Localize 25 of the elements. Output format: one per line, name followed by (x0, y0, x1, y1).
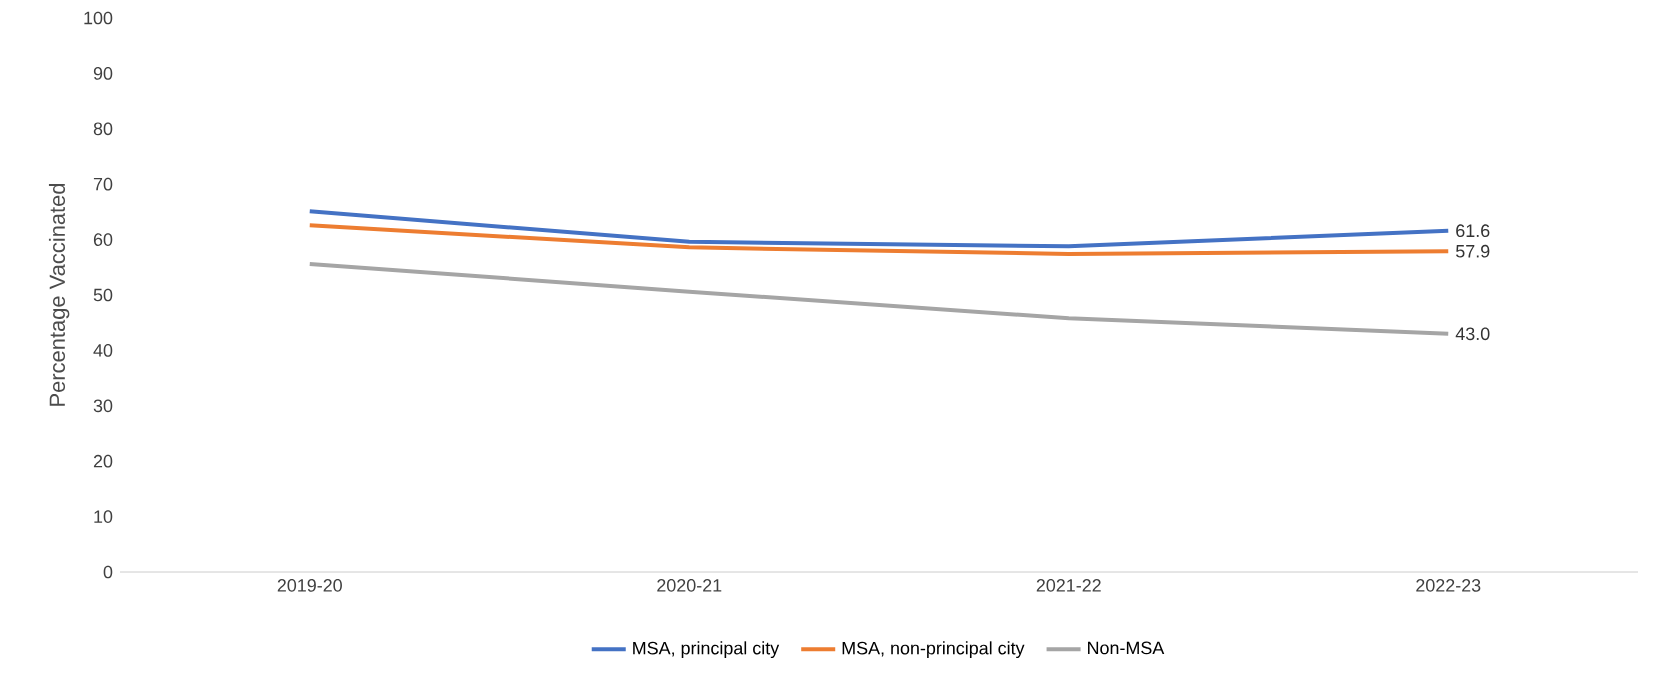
x-tick-label: 2021-22 (1036, 579, 1101, 592)
y-tick-label: 80 (93, 122, 113, 136)
y-tick-label: 70 (93, 177, 113, 191)
y-tick-label: 60 (93, 233, 113, 246)
line-series (307, 261, 1451, 336)
x-tick-label: 2022-23 (1416, 579, 1481, 592)
legend-label: Non-MSA (1088, 641, 1165, 655)
y-tick-label: 40 (93, 344, 113, 357)
y-tick-label: 10 (94, 510, 113, 523)
y-tick-label: 90 (93, 67, 113, 80)
line-series (307, 223, 1451, 256)
x-tick-label: 2020-21 (657, 579, 722, 592)
data-label: 61.6 (1456, 224, 1490, 238)
line-series (307, 209, 1451, 249)
y-tick-label: 0 (103, 565, 113, 579)
legend-label: MSA, non-principal city (842, 641, 1025, 659)
legend-label: MSA, principal city (633, 641, 780, 659)
data-label: 57.9 (1456, 244, 1490, 258)
y-tick-label: 50 (93, 288, 113, 302)
y-tick-label: 20 (93, 454, 113, 468)
y-tick-label: 30 (93, 399, 113, 413)
x-tick-label: 2019-20 (277, 579, 342, 592)
y-tick-label: 100 (84, 11, 113, 25)
data-label: 43.0 (1455, 327, 1490, 341)
y-axis-title: Percentage Vaccinated (48, 183, 70, 406)
